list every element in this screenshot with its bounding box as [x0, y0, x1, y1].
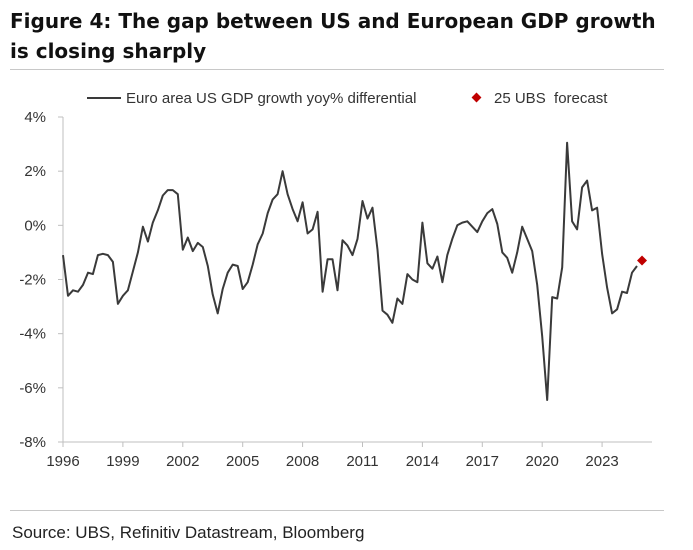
- x-tick-label: 2020: [525, 453, 558, 470]
- y-tick-label: -8%: [19, 434, 46, 451]
- x-tick-label: 2008: [286, 453, 319, 470]
- y-tick-label: -6%: [19, 380, 46, 397]
- x-tick-label: 2002: [166, 453, 199, 470]
- y-tick-label: 2%: [24, 163, 46, 180]
- y-tick-label: 4%: [24, 109, 46, 126]
- x-tick-label: 2011: [346, 453, 378, 470]
- series-layer: [62, 141, 648, 401]
- source-note: Source: UBS, Refinitiv Datastream, Bloom…: [12, 523, 365, 542]
- forecast-point: [637, 255, 648, 266]
- chart-title: Figure 4: The gap between US and Europea…: [10, 9, 656, 63]
- x-tick-label: 2017: [466, 453, 499, 470]
- x-tick-label: 1999: [106, 453, 139, 470]
- x-tick-labels: 1996 1999 2002 2005 2008 2011 2014 2017 2020 2023: [46, 442, 619, 470]
- y-tick-label: 0%: [24, 217, 46, 234]
- source-divider: [10, 510, 664, 511]
- series-line-differential: [62, 141, 638, 401]
- legend-forecast-marker: [471, 92, 482, 103]
- axes: [62, 117, 652, 443]
- title-divider: [10, 69, 664, 70]
- legend-label-differential: Euro area US GDP growth yoy% differentia…: [126, 90, 416, 107]
- chart-svg: 4% 2% 0% -2% -4% -6% -8% 1996 1999 2002 2005 2008 2…: [19, 90, 652, 470]
- x-tick-label: 2014: [406, 453, 439, 470]
- legend: Euro area US GDP growth yoy% differentia…: [87, 90, 608, 107]
- legend-label-forecast: 25 UBS forecast: [494, 90, 608, 107]
- x-tick-label: 1996: [46, 453, 79, 470]
- x-tick-label: 2005: [226, 453, 259, 470]
- x-tick-label: 2023: [585, 453, 618, 470]
- y-tick-label: -4%: [19, 326, 46, 343]
- y-tick-labels: 4% 2% 0% -2% -4% -6% -8%: [19, 109, 63, 451]
- y-tick-label: -2%: [19, 272, 46, 289]
